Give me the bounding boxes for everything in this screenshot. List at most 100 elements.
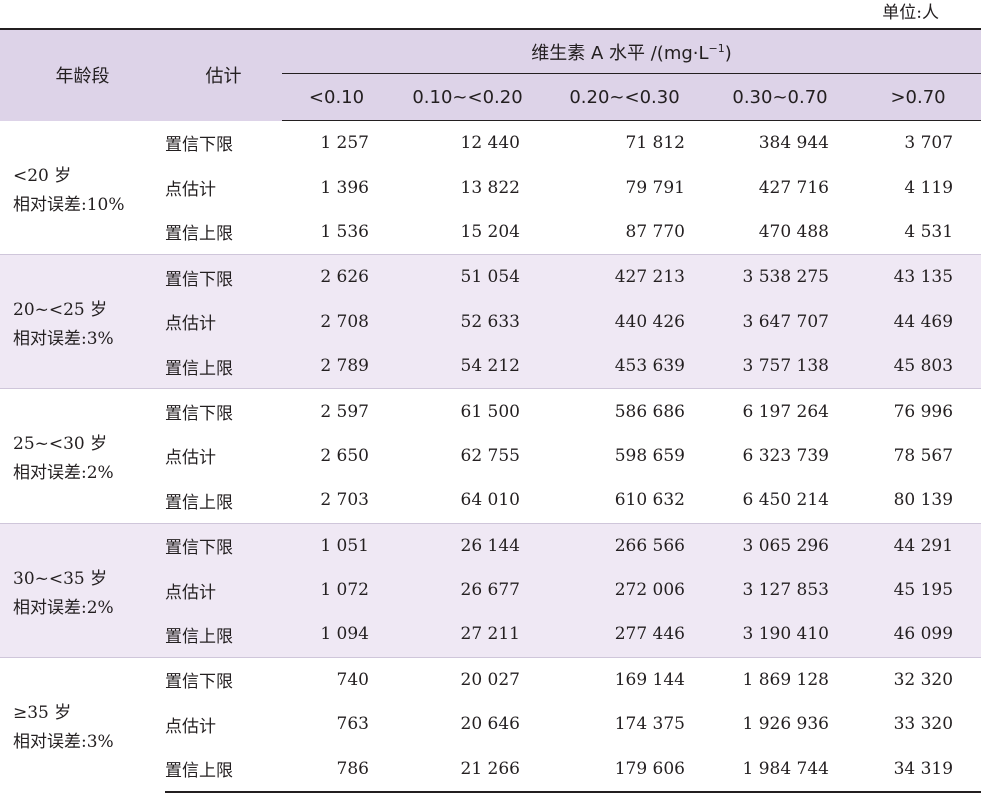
value-cell: 87 770 [625,221,685,242]
value-cell: 80 139 [893,490,954,511]
age-group-label: 30~<35 岁 [13,568,108,589]
value-cell: 26 677 [391,567,544,613]
age-group-cell: <20 岁相对误差:10% [0,121,165,255]
header-vitamin-a-level: 维生素 A 水平 /(mg·L−1) [282,28,981,74]
age-group-label: <20 岁 [13,165,72,186]
table-row: ≥35 岁相对误差:3% 置信下限 740 20 027 169 144 1 869 12… [0,656,981,792]
value-cell: 2 703 [320,490,369,511]
age-group-cell: 30~<35 岁相对误差:2% [0,522,165,658]
table-row: 置信上限 786 21 266 179 606 1 984 744 34 319 [0,746,981,793]
value-cell: 4 531 [904,221,954,242]
value-cell: 440 426 [544,299,705,344]
relative-error-label: 相对误差:2% [13,463,114,484]
value-cell: 52 633 [391,299,544,344]
table-row: 点估计 763 20 646 174 375 1 926 936 33 320 [0,702,981,746]
header-group-label: 维生素 A 水平 /(mg·L [531,42,709,64]
table-row: 点估计 2 650 62 755 598 659 6 323 739 78 567 [0,434,981,478]
value-cell: 763 [336,714,369,735]
estimate-type-cell: 置信下限 [165,388,282,434]
value-cell: 71 812 [625,133,685,154]
value-cell: 2 789 [282,343,391,389]
value-cell: 54 212 [391,343,544,389]
value-cell: 44 469 [855,299,981,344]
relative-error-label: 相对误差:3% [13,329,114,350]
value-cell: 15 204 [460,221,520,242]
table-row: 点估计 2 708 52 633 440 426 3 647 707 44 469 [0,299,981,344]
value-cell: 26 144 [391,522,544,568]
value-cell: 427 213 [544,254,705,300]
header-group-close: ) [724,42,732,64]
value-cell: 272 006 [544,567,705,613]
value-cell: 46 099 [855,612,981,658]
value-cell: 384 944 [758,133,829,154]
value-cell: 1 051 [282,522,391,568]
value-cell: 266 566 [544,522,705,568]
estimate-type-cell: 置信上限 [165,612,282,658]
estimate-type-cell: 点估计 [165,448,216,469]
value-cell: 2 650 [320,445,369,466]
value-cell: 3 757 138 [705,343,855,389]
estimate-type-cell: 点估计 [165,716,216,737]
header-estimate: 估计 [165,28,282,121]
estimate-type-cell: 置信上限 [165,746,282,793]
estimate-type-cell: 置信下限 [165,522,282,568]
age-group-label: 25~<30 岁 [13,434,108,455]
header-level-3: 0.20~<0.30 [544,73,705,121]
estimate-type-cell: 置信下限 [165,656,282,703]
relative-error-label: 相对误差:3% [13,732,114,753]
value-cell: 62 755 [460,445,520,466]
table-header: 年龄段 估计 维生素 A 水平 /(mg·L−1) <0.10 0.10~<0.… [0,28,981,121]
value-cell: 1 926 936 [742,714,829,735]
age-group-label: 20~<25 岁 [13,300,108,321]
value-cell: 1 536 [320,221,369,242]
value-cell: 470 488 [758,221,829,242]
value-cell: 78 567 [893,445,954,466]
value-cell: 2 626 [282,254,391,300]
age-group-cell: 20~<25 岁相对误差:3% [0,254,165,389]
table-row: 置信上限 2 789 54 212 453 639 3 757 138 45 803 [0,343,981,389]
value-cell: 598 659 [614,445,685,466]
table-row: 置信上限 1 094 27 211 277 446 3 190 410 46 099 [0,612,981,658]
value-cell: 20 027 [391,656,544,703]
table-row: 点估计 1 072 26 677 272 006 3 127 853 45 195 [0,567,981,613]
value-cell: 1 869 128 [705,656,855,703]
value-cell: 6 323 739 [742,445,829,466]
value-cell: 277 446 [544,612,705,658]
value-cell: 13 822 [460,177,520,198]
value-cell: 21 266 [391,746,544,793]
estimate-type-cell: 点估计 [165,299,282,344]
value-cell: 3 190 410 [705,612,855,658]
value-cell: 6 450 214 [742,490,829,511]
value-cell: 44 291 [855,522,981,568]
vitamin-a-table: 年龄段 估计 维生素 A 水平 /(mg·L−1) <0.10 0.10~<0.… [0,28,981,793]
value-cell: 3 647 707 [705,299,855,344]
value-cell: 427 716 [758,177,829,198]
value-cell: 76 996 [855,388,981,434]
estimate-type-cell: 点估计 [165,567,282,613]
value-cell: 51 054 [391,254,544,300]
value-cell: 45 803 [855,343,981,389]
value-cell: 61 500 [391,388,544,434]
value-cell: 786 [282,746,391,793]
header-level-5: >0.70 [855,73,981,121]
value-cell: 2 597 [282,388,391,434]
value-cell: 6 197 264 [705,388,855,434]
value-cell: 586 686 [544,388,705,434]
value-cell: 1 094 [282,612,391,658]
value-cell: 4 119 [904,177,954,198]
table-row: <20 岁相对误差:10% 置信下限 1 257 12 440 71 812 384 94… [0,121,981,215]
value-cell: 45 195 [855,567,981,613]
header-level-1: <0.10 [282,73,391,121]
table-body: <20 岁相对误差:10% 置信下限 1 257 12 440 71 812 384 94… [0,121,981,793]
estimate-type-cell: 置信上限 [165,224,233,245]
header-age: 年龄段 [0,28,165,121]
relative-error-label: 相对误差:2% [13,597,114,618]
value-cell: 169 144 [544,656,705,703]
value-cell: 453 639 [544,343,705,389]
estimate-type-cell: 置信上限 [165,492,233,513]
table-row: 25~<30 岁相对误差:2% 置信下限 2 597 61 500 586 686 6 1… [0,388,981,524]
value-cell: 3 707 [904,133,954,154]
value-cell: 3 538 275 [705,254,855,300]
value-cell: 610 632 [614,490,685,511]
table-row: 20~<25 岁相对误差:3% 置信下限 2 626 51 054 427 213 3 5… [0,254,981,389]
